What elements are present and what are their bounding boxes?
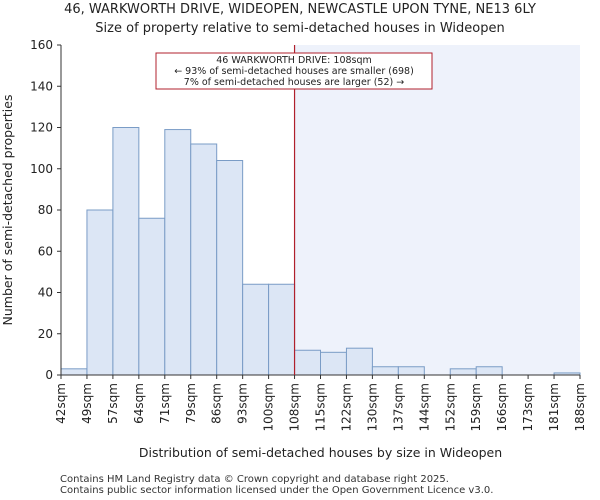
- x-tick-label-122sqm: 122sqm: [339, 383, 353, 431]
- y-tick-label-0: 0: [45, 368, 53, 382]
- y-axis-label: Number of semi-detached properties: [0, 95, 15, 326]
- x-tick-label-64sqm: 64sqm: [132, 383, 146, 424]
- x-tick-label-93sqm: 93sqm: [236, 383, 250, 424]
- x-tick-label-144sqm: 144sqm: [417, 383, 431, 431]
- annotation-line-2: ← 93% of semi-detached houses are smalle…: [174, 66, 414, 77]
- bar-130sqm: [371, 366, 399, 376]
- x-tick-label-152sqm: 152sqm: [443, 383, 457, 431]
- highlight-region: [294, 45, 580, 375]
- bar-159sqm: [475, 366, 503, 376]
- x-tick-label-115sqm: 115sqm: [314, 383, 328, 431]
- bar-42sqm: [60, 368, 88, 376]
- annotation-line-1: 46 WARKWORTH DRIVE: 108sqm: [216, 55, 372, 66]
- bar-71sqm: [164, 129, 192, 376]
- bar-152sqm: [449, 368, 477, 376]
- y-tick-label-100: 100: [30, 162, 53, 176]
- footer-line-1: Contains HM Land Registry data © Crown c…: [60, 474, 449, 485]
- y-tick-label-40: 40: [38, 286, 53, 300]
- chart-title: 46, WARKWORTH DRIVE, WIDEOPEN, NEWCASTLE…: [64, 2, 536, 17]
- x-tick-label-79sqm: 79sqm: [184, 383, 198, 424]
- bar-79sqm: [190, 143, 218, 376]
- x-tick-label-188sqm: 188sqm: [573, 383, 587, 431]
- x-tick-label-173sqm: 173sqm: [521, 383, 535, 431]
- x-tick-label-57sqm: 57sqm: [106, 383, 120, 424]
- x-tick-label-100sqm: 100sqm: [262, 383, 276, 431]
- bar-137sqm: [397, 366, 425, 376]
- footer-line-2: Contains public sector information licen…: [60, 485, 494, 496]
- x-tick-label-137sqm: 137sqm: [391, 383, 405, 431]
- x-tick-label-108sqm: 108sqm: [288, 383, 302, 431]
- chart-subtitle: Size of property relative to semi-detach…: [95, 21, 505, 36]
- x-tick-label-181sqm: 181sqm: [547, 383, 561, 431]
- y-tick-label-140: 140: [30, 79, 53, 93]
- bar-49sqm: [86, 209, 114, 376]
- x-tick-label-49sqm: 49sqm: [80, 383, 94, 424]
- x-axis-label: Distribution of semi-detached houses by …: [139, 445, 502, 460]
- x-tick-label-86sqm: 86sqm: [210, 383, 224, 424]
- bar-115sqm: [320, 351, 347, 376]
- x-tick-label-166sqm: 166sqm: [495, 383, 509, 431]
- x-tick-label-130sqm: 130sqm: [365, 383, 379, 431]
- bar-86sqm: [216, 160, 244, 376]
- bar-57sqm: [112, 127, 140, 376]
- y-tick-label-60: 60: [38, 244, 53, 258]
- annotation-box: [155, 52, 433, 90]
- y-tick-label-80: 80: [38, 203, 53, 217]
- y-tick-label-120: 120: [30, 121, 53, 135]
- bar-122sqm: [345, 347, 373, 376]
- y-tick-label-20: 20: [38, 327, 53, 341]
- bar-64sqm: [138, 217, 166, 376]
- annotation-line-3: 7% of semi-detached houses are larger (5…: [184, 77, 404, 88]
- x-tick-label-159sqm: 159sqm: [469, 383, 483, 431]
- bar-108sqm: [294, 349, 321, 376]
- x-tick-label-71sqm: 71sqm: [158, 383, 172, 424]
- x-tick-label-42sqm: 42sqm: [54, 383, 68, 424]
- y-tick-label-160: 160: [30, 38, 53, 52]
- bar-93sqm: [242, 283, 270, 376]
- bar-100sqm: [268, 283, 296, 376]
